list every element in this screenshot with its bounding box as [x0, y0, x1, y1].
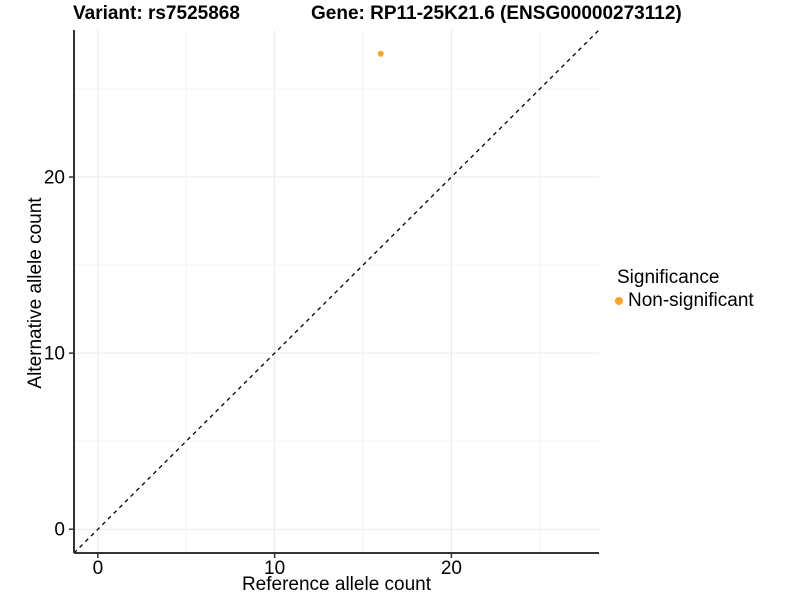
legend-item-label: Non-significant [628, 290, 754, 311]
x-tick-label: 10 [264, 558, 285, 579]
x-tick-label: 0 [93, 558, 104, 579]
plot-title-gene: Gene: RP11-25K21.6 (ENSG00000273112) [311, 3, 682, 24]
x-axis-title: Reference allele count [241, 574, 432, 595]
y-tick-label: 20 [44, 168, 65, 189]
y-axis-title: Alternative allele count [25, 197, 46, 389]
identity-dashed-line [73, 29, 600, 554]
y-tick-label: 10 [44, 344, 65, 365]
legend: Significance Non-significant [615, 267, 754, 312]
legend-key-circle-icon [615, 297, 623, 305]
y-tick-label: 0 [54, 520, 65, 541]
data-point [377, 50, 384, 57]
plot-title-variant: Variant: rs7525868 [73, 3, 240, 24]
legend-item-non-significant: Non-significant [615, 290, 754, 312]
legend-title: Significance [617, 267, 720, 288]
x-tick-label: 20 [441, 558, 462, 579]
